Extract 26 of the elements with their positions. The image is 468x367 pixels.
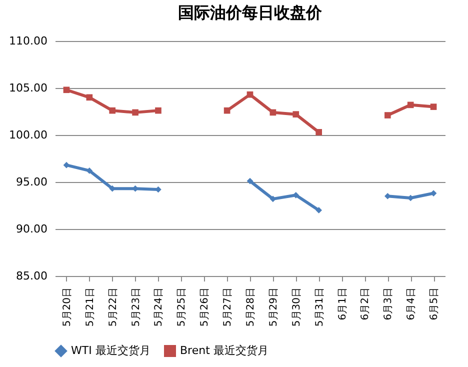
y-tick-label: 100.00 [9, 128, 48, 142]
x-tick-label: 5月26日 [200, 288, 211, 327]
x-tick-label: 6月4日 [406, 288, 418, 320]
x-tick-label: 6月2日 [360, 288, 372, 320]
x-tick-label: 5月30日 [291, 288, 302, 327]
y-tick-label: 90.00 [16, 222, 48, 236]
x-tick-label: 5月29日 [268, 288, 280, 327]
y-tick-label: 95.00 [16, 176, 48, 188]
x-tick-label: 6月5日 [429, 288, 440, 320]
x-tick-label: 5月20日 [62, 288, 73, 327]
x-tick-label: 5月22日 [108, 288, 119, 327]
legend-label: Brent 最近交货月 [180, 344, 268, 357]
y-tick-label: 110.00 [9, 34, 48, 48]
x-tick-label: 5月21日 [84, 288, 96, 327]
x-tick-label: 5月28日 [246, 288, 256, 327]
legend-label: WTI 最近交货月 [71, 344, 150, 357]
x-tick-label: 5月31日 [314, 288, 326, 327]
x-tick-label: 6月1日 [337, 288, 348, 320]
x-tick-label: 5月23日 [130, 288, 142, 327]
y-tick-label: 85.00 [16, 270, 48, 282]
x-tick-label: 6月3日 [383, 288, 394, 320]
y-tick-label: 105.00 [9, 82, 48, 94]
x-tick-label: 5月24日 [154, 288, 165, 327]
chart-title: 国际油价每日收盘价 [178, 3, 323, 22]
x-tick-label: 5月27日 [222, 288, 234, 327]
x-tick-label: 5月25日 [176, 288, 188, 327]
